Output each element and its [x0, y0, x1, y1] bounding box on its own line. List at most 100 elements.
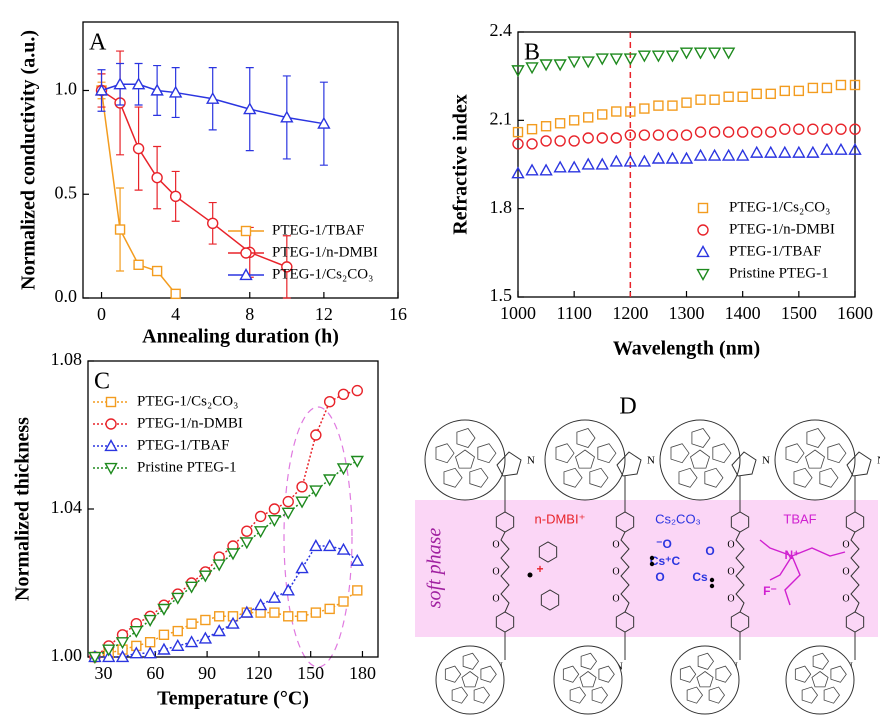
panel-label: A	[89, 30, 107, 56]
legend-label: Pristine PTEG-1	[729, 265, 829, 281]
marker	[317, 116, 331, 129]
x-tick-label: 90	[198, 663, 216, 683]
marker	[807, 123, 819, 135]
legend-marker	[104, 439, 118, 452]
marker	[667, 100, 678, 111]
marker	[157, 642, 171, 655]
marker	[736, 126, 749, 138]
marker	[581, 56, 595, 69]
electron-dot	[649, 555, 655, 561]
x-tick-label: 12	[315, 304, 333, 324]
marker	[793, 123, 805, 135]
legend-label: Pristine PTEG-1	[137, 459, 237, 475]
amine-label: N	[762, 455, 770, 467]
marker	[352, 585, 363, 596]
electron-dot	[527, 572, 533, 578]
legend-marker	[697, 202, 709, 214]
phenyl-ring	[540, 589, 560, 611]
chain-atom: O	[842, 593, 849, 604]
marker	[665, 50, 680, 63]
glycol-chain	[620, 531, 630, 613]
marker	[609, 53, 623, 66]
legend-label: PTEG-1/TBAF	[729, 243, 822, 259]
highlight-ellipse	[283, 406, 353, 668]
marker	[512, 126, 524, 138]
glycol-chain	[850, 531, 860, 613]
marker	[309, 539, 323, 552]
marker	[540, 121, 552, 132]
marker	[281, 507, 295, 520]
marker	[693, 47, 708, 60]
marker	[680, 129, 693, 141]
marker	[793, 85, 805, 97]
fullerene-face	[451, 686, 469, 704]
marker	[778, 145, 792, 158]
marker	[666, 129, 679, 141]
series-line	[94, 389, 358, 658]
marker	[693, 148, 708, 161]
x-axis-label: Wavelength (nm)	[613, 338, 760, 360]
marker	[807, 82, 819, 94]
x-axis-label: Annealing duration (h)	[142, 326, 339, 348]
x-tick-label: 8	[245, 304, 254, 324]
fullerene-face	[598, 665, 615, 683]
marker	[623, 53, 638, 66]
chain-atom: O	[727, 566, 734, 577]
marker	[168, 85, 183, 98]
marker	[849, 79, 861, 91]
x-tick-label: 1500	[781, 303, 817, 323]
y-tick-label: 1.0	[55, 79, 78, 99]
marker	[338, 596, 349, 607]
legend-marker	[697, 224, 709, 236]
marker	[653, 100, 664, 111]
marker	[171, 592, 185, 605]
marker	[281, 583, 295, 596]
panel-label: D	[619, 394, 636, 420]
marker	[765, 126, 777, 138]
marker	[253, 526, 268, 539]
ion-label: O	[655, 570, 664, 584]
fullerene-face	[679, 665, 697, 683]
legend-label: PTEG-1/Cs₂CO₃	[272, 266, 373, 282]
x-tick-label: 1600	[837, 303, 873, 323]
marker	[226, 548, 240, 561]
marker	[309, 485, 323, 498]
marker	[151, 171, 163, 184]
amine-label: N	[527, 455, 535, 467]
marker	[652, 129, 665, 141]
chain-atom: O	[612, 566, 619, 577]
marker	[198, 570, 213, 583]
marker	[102, 644, 116, 657]
marker	[750, 145, 764, 158]
x-tick-label: 60	[146, 663, 164, 683]
fullerene-face	[562, 665, 580, 683]
marker	[115, 650, 130, 663]
marker	[269, 607, 280, 618]
panel-label: C	[94, 369, 110, 395]
marker	[792, 145, 806, 158]
fullerene	[659, 419, 741, 501]
marker	[267, 590, 282, 603]
chain-atom: O	[727, 539, 734, 550]
soft-phase-band	[415, 500, 878, 637]
marker	[171, 638, 185, 651]
fullerene-face	[579, 671, 597, 688]
y-tick-label: 2.1	[490, 108, 513, 128]
fullerene-face	[678, 467, 698, 488]
x-axis-label: Temperature (°C)	[157, 688, 309, 710]
marker	[806, 145, 820, 158]
legend-label: PTEG-1/n-DMBI	[137, 415, 243, 431]
x-tick-label: 180	[349, 663, 376, 683]
marker	[157, 603, 171, 616]
marker	[511, 65, 525, 78]
marker	[821, 82, 833, 94]
marker	[200, 614, 211, 626]
y-tick-label: 0.0	[55, 286, 78, 306]
marker	[638, 129, 651, 141]
marker	[113, 77, 127, 90]
marker	[310, 607, 322, 618]
x-tick-label: 30	[95, 663, 113, 683]
legend-label: PTEG-1/Cs₂CO₃	[729, 199, 830, 215]
marker	[526, 123, 538, 135]
fullerene-face	[805, 449, 825, 469]
